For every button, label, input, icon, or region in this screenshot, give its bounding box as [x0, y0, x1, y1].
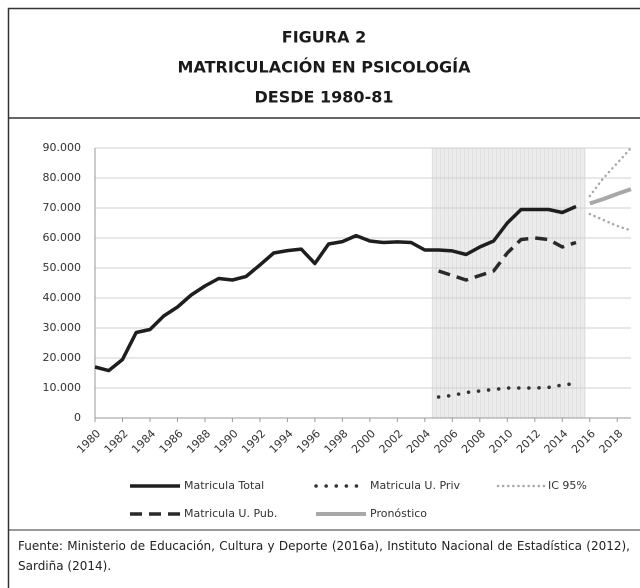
x-tick-label: 1996 — [294, 427, 323, 456]
x-tick-label: 2008 — [459, 427, 488, 456]
series-line — [589, 187, 632, 206]
x-tick-label: 2006 — [432, 427, 461, 456]
x-tick-label: 1986 — [157, 427, 186, 456]
series-line — [438, 236, 577, 282]
series-line — [436, 381, 578, 399]
y-tick-label: 10.000 — [43, 381, 82, 394]
chart-title: DESDE 1980-81 — [255, 88, 394, 107]
chart-title: FIGURA 2 — [282, 28, 366, 47]
x-tick-label: 1988 — [184, 427, 213, 456]
legend-label: Pronóstico — [370, 507, 427, 520]
x-tick-label: 2018 — [597, 427, 626, 456]
x-tick-label: 1984 — [129, 427, 158, 456]
series-line — [588, 212, 633, 232]
legend-label: Matricula Total — [184, 479, 264, 492]
series-line — [94, 204, 577, 373]
legend-label: Matricula U. Priv — [370, 479, 460, 492]
x-tick-label: 2012 — [514, 427, 543, 456]
x-tick-label: 2014 — [542, 427, 571, 456]
source-note: Fuente: Ministerio de Educación, Cultura… — [18, 539, 630, 573]
x-tick-label: 2010 — [487, 427, 516, 456]
chart-title: MATRICULACIÓN EN PSICOLOGÍA — [178, 58, 472, 77]
y-tick-label: 70.000 — [43, 201, 82, 214]
x-tick-label: 1994 — [267, 427, 296, 456]
x-tick-label: 1990 — [212, 427, 241, 456]
y-tick-label: 20.000 — [43, 351, 82, 364]
x-tick-label: 1998 — [322, 427, 351, 456]
frame — [7, 7, 640, 588]
x-tick-label: 1980 — [74, 427, 103, 456]
x-tick-label: 2002 — [377, 427, 406, 456]
x-tick-label: 2000 — [349, 427, 378, 456]
legend-label: IC 95% — [548, 479, 587, 492]
y-tick-label: 80.000 — [43, 171, 82, 184]
x-tick-label: 1992 — [239, 427, 268, 456]
legend-label: Matricula U. Pub. — [184, 507, 277, 520]
x-tick-label: 2016 — [569, 427, 598, 456]
x-tick-label: 2004 — [404, 427, 433, 456]
series-line — [588, 146, 633, 198]
y-tick-label: 0 — [74, 411, 81, 424]
shaded-region — [431, 148, 586, 418]
x-tick-label: 1982 — [102, 427, 131, 456]
y-tick-label: 30.000 — [43, 321, 82, 334]
y-tick-label: 60.000 — [43, 231, 82, 244]
y-tick-label: 90.000 — [43, 141, 82, 154]
y-tick-label: 50.000 — [43, 261, 82, 274]
y-tick-label: 40.000 — [43, 291, 82, 304]
